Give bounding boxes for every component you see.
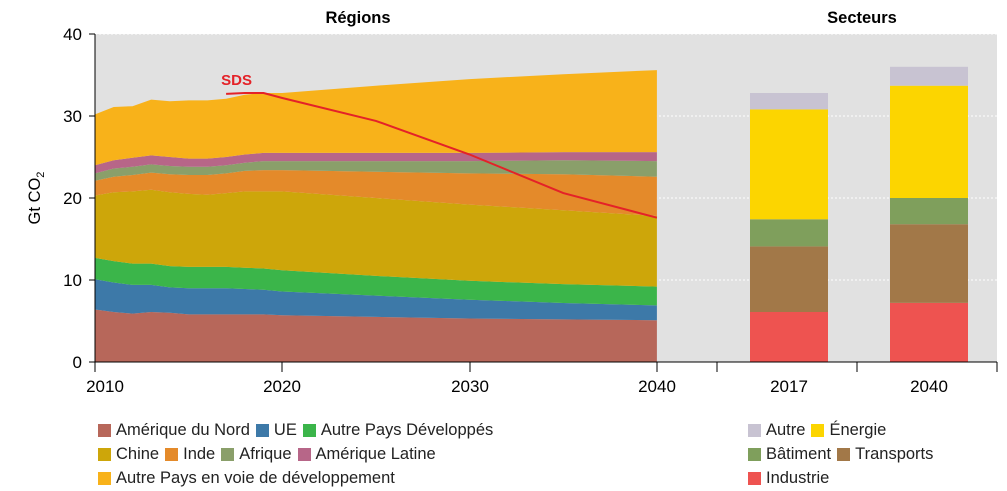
- y-tick-label-30: 30: [63, 107, 82, 126]
- legend-item-autre: Autre: [748, 421, 805, 440]
- regions-stacked-area: [95, 70, 657, 362]
- y-tick-label-0: 0: [73, 353, 82, 372]
- legend-secteurs: Autre Énergie Bâtiment Transports Industrie: [748, 418, 939, 490]
- area-amerique_nord: [95, 309, 657, 362]
- y-axis-label: Gt CO2: [26, 172, 47, 225]
- bar-2040-energie: [890, 85, 968, 198]
- legend-row: Autre Pays en voie de développement: [98, 466, 499, 490]
- sds-line: [226, 92, 658, 219]
- legend-swatch-autres_pvd: [98, 471, 111, 485]
- x-tick-label-2040: 2040: [638, 377, 676, 396]
- legend-label-autre: Autre: [766, 420, 806, 439]
- bar-2017-energie: [750, 109, 828, 220]
- legend-item-amerique_nord: Amérique du Nord: [98, 421, 250, 440]
- legend-label-ue: UE: [273, 420, 297, 439]
- legend-item-inde: Inde: [165, 445, 215, 464]
- bar-category-label-2017: 2017: [770, 377, 808, 396]
- legend-label-chine: Chine: [116, 444, 160, 463]
- legend-swatch-industrie: [748, 471, 761, 485]
- bar-2017-autre: [750, 93, 828, 110]
- legend-row: Chine Inde Afrique Amérique Latine: [98, 442, 499, 466]
- legend-item-autres_dev: Autre Pays Développés: [302, 420, 494, 440]
- bar-2017-batiment: [750, 219, 828, 247]
- x-tick-label-2020: 2020: [263, 377, 301, 396]
- legend-item-industrie: Industrie: [748, 469, 829, 488]
- area-inde: [95, 170, 657, 216]
- legend-label-batiment: Bâtiment: [766, 444, 832, 463]
- legend-item-energie: Énergie: [811, 421, 886, 440]
- legend-item-ue: UE: [255, 420, 297, 440]
- sds-series: SDS: [221, 72, 658, 219]
- title-regions: Régions: [325, 9, 390, 27]
- legend-swatch-afrique: [221, 447, 235, 461]
- legend-swatch-amerique_nord: [98, 423, 111, 437]
- legend-swatch-autre: [748, 423, 761, 437]
- bar-2017-industrie: [750, 312, 828, 362]
- area-autres_pvd: [95, 70, 657, 166]
- y-axis-label-subscript: 2: [35, 172, 47, 178]
- legend-label-afrique: Afrique: [239, 444, 292, 463]
- bar-2040-industrie: [890, 303, 968, 362]
- legend-label-industrie: Industrie: [766, 468, 830, 487]
- legend-label-autres_dev: Autre Pays Développés: [320, 420, 494, 439]
- legend-swatch-amerique_latine: [297, 447, 311, 461]
- legend-item-chine: Chine: [98, 445, 159, 464]
- legend-item-batiment: Bâtiment: [748, 445, 831, 464]
- bar-2040-transports: [890, 224, 968, 303]
- legend-item-amerique_latine: Amérique Latine: [297, 444, 436, 464]
- y-tick-label-10: 10: [63, 271, 82, 290]
- sector-bars: [750, 66, 968, 362]
- area-chine: [95, 189, 657, 287]
- bar-category-label-2040: 2040: [910, 377, 948, 396]
- legend-swatch-ue: [255, 423, 269, 437]
- bar-2017-transports: [750, 246, 828, 312]
- legend-regions: Amérique du Nord UE Autre Pays Développés C…: [98, 418, 499, 490]
- area-autres_dev: [95, 257, 657, 306]
- bar-2040-autre: [890, 66, 968, 86]
- legend-row: Autre Énergie: [748, 418, 939, 442]
- legend-swatch-energie: [811, 423, 825, 437]
- area-amerique_latine: [95, 152, 657, 174]
- legend-item-afrique: Afrique: [221, 444, 292, 464]
- sds-label: SDS: [221, 72, 252, 89]
- legend-item-transports: Transports: [837, 445, 933, 464]
- title-secteurs: Secteurs: [827, 9, 897, 27]
- legend-label-amerique_nord: Amérique du Nord: [116, 420, 250, 439]
- legend-row: Amérique du Nord UE Autre Pays Développés: [98, 418, 499, 442]
- y-tick-label-20: 20: [63, 189, 82, 208]
- area-ue: [95, 279, 657, 321]
- legend-swatch-autres_dev: [302, 423, 316, 437]
- legend-row: Bâtiment Transports: [748, 442, 939, 466]
- legend-label-transports: Transports: [855, 444, 934, 463]
- legend-swatch-inde: [165, 447, 179, 461]
- legend-swatch-batiment: [748, 447, 761, 461]
- y-tick-label-40: 40: [63, 25, 82, 44]
- area-afrique: [95, 160, 657, 181]
- x-tick-label-2030: 2030: [451, 377, 489, 396]
- legend-row: Industrie: [748, 466, 939, 490]
- legend-swatch-transports: [837, 447, 851, 461]
- legend-item-autres_pvd: Autre Pays en voie de développement: [98, 469, 395, 488]
- legend-label-energie: Énergie: [829, 420, 887, 439]
- legend-label-inde: Inde: [183, 444, 216, 463]
- bar-2040-batiment: [890, 198, 968, 225]
- legend-label-autres_pvd: Autre Pays en voie de développement: [116, 468, 395, 487]
- legend-label-amerique_latine: Amérique Latine: [315, 444, 436, 463]
- legend-swatch-chine: [98, 447, 111, 461]
- x-tick-label-2010: 2010: [86, 377, 124, 396]
